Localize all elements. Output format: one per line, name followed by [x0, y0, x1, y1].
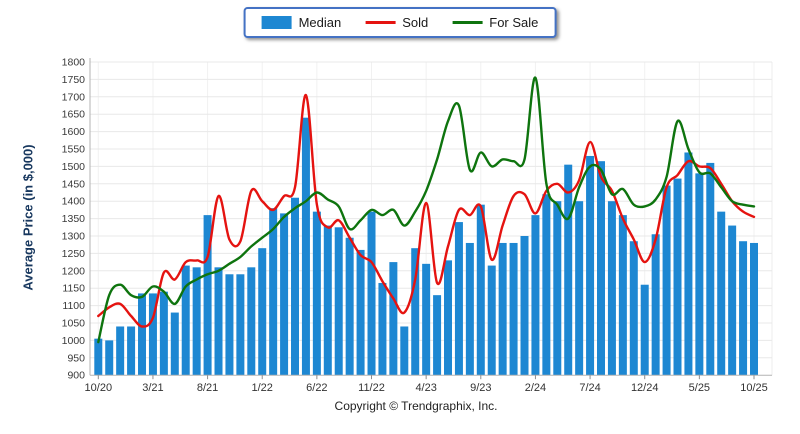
- svg-text:1400: 1400: [62, 196, 86, 208]
- sold-line-swatch: [365, 21, 396, 24]
- legend-item-for-sale: For Sale: [452, 15, 538, 30]
- svg-text:950: 950: [67, 352, 85, 364]
- svg-text:1200: 1200: [62, 265, 86, 277]
- copyright-text: Copyright © Trendgraphix, Inc.: [334, 399, 498, 413]
- svg-text:8/21: 8/21: [197, 382, 218, 394]
- legend-label-for-sale: For Sale: [489, 15, 539, 30]
- median-bar-swatch: [261, 16, 292, 29]
- svg-text:7/24: 7/24: [579, 382, 600, 394]
- legend-item-median: Median: [261, 15, 342, 30]
- svg-text:12/24: 12/24: [631, 382, 659, 394]
- svg-text:5/25: 5/25: [689, 382, 710, 394]
- svg-text:1700: 1700: [62, 91, 86, 103]
- svg-text:1250: 1250: [62, 248, 86, 260]
- svg-text:1000: 1000: [62, 335, 86, 347]
- svg-text:1450: 1450: [62, 178, 86, 190]
- svg-text:1750: 1750: [62, 74, 86, 86]
- svg-text:9/23: 9/23: [470, 382, 491, 394]
- legend-label-sold: Sold: [402, 15, 429, 30]
- svg-text:6/22: 6/22: [306, 382, 327, 394]
- svg-text:1100: 1100: [62, 300, 85, 312]
- svg-text:2/24: 2/24: [525, 382, 546, 394]
- svg-text:4/23: 4/23: [415, 382, 436, 394]
- svg-text:1550: 1550: [62, 144, 86, 156]
- svg-text:10/25: 10/25: [740, 382, 768, 394]
- legend: Median Sold For Sale: [243, 7, 557, 38]
- svg-text:11/22: 11/22: [358, 382, 385, 394]
- for-sale-line-swatch: [452, 21, 483, 24]
- svg-text:10/20: 10/20: [85, 382, 113, 394]
- svg-text:1300: 1300: [62, 231, 86, 243]
- svg-text:1350: 1350: [62, 213, 86, 225]
- svg-text:1650: 1650: [62, 109, 86, 121]
- svg-text:1500: 1500: [62, 161, 86, 173]
- legend-label-median: Median: [298, 15, 342, 30]
- svg-text:1150: 1150: [62, 283, 85, 295]
- svg-text:900: 900: [67, 370, 85, 382]
- svg-text:1/22: 1/22: [252, 382, 273, 394]
- svg-text:1600: 1600: [62, 126, 86, 138]
- svg-text:1050: 1050: [62, 318, 86, 330]
- svg-text:3/21: 3/21: [142, 382, 163, 394]
- svg-text:1800: 1800: [62, 57, 86, 69]
- legend-item-sold: Sold: [365, 15, 428, 30]
